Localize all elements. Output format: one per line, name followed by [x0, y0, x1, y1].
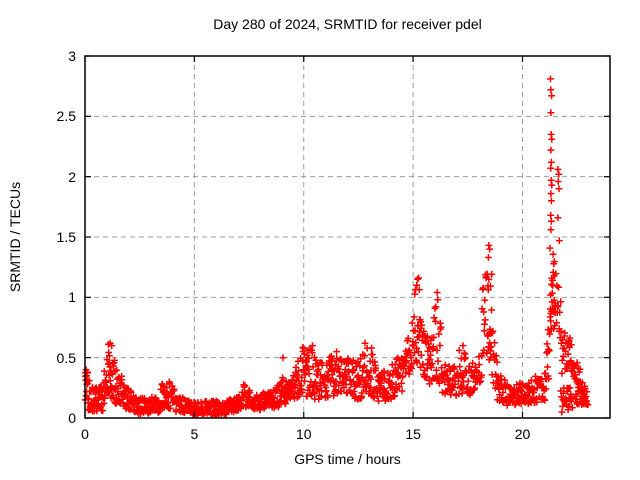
x-tick-label: 5	[190, 426, 199, 442]
x-tick-label: 10	[295, 426, 312, 442]
data-points	[81, 75, 592, 419]
x-tick-label: 15	[405, 426, 421, 442]
chart-title: Day 280 of 2024, SRMTID for receiver pde…	[213, 16, 482, 32]
y-tick-label: 2	[68, 168, 76, 185]
y-tick-label: 1	[68, 289, 76, 306]
x-tick-label: 0	[81, 426, 89, 442]
y-tick-label: 1.5	[56, 229, 76, 245]
y-tick-label: 0.5	[56, 349, 76, 366]
axis-ticks	[84, 55, 610, 419]
x-axis-label: GPS time / hours	[294, 451, 401, 467]
y-tick-label: 2.5	[56, 108, 76, 125]
x-tick-label: 20	[514, 426, 531, 442]
y-tick-label: 0	[68, 410, 76, 426]
y-tick-label: 3	[68, 48, 76, 64]
y-axis-label: SRMTID / TECUs	[7, 181, 23, 293]
